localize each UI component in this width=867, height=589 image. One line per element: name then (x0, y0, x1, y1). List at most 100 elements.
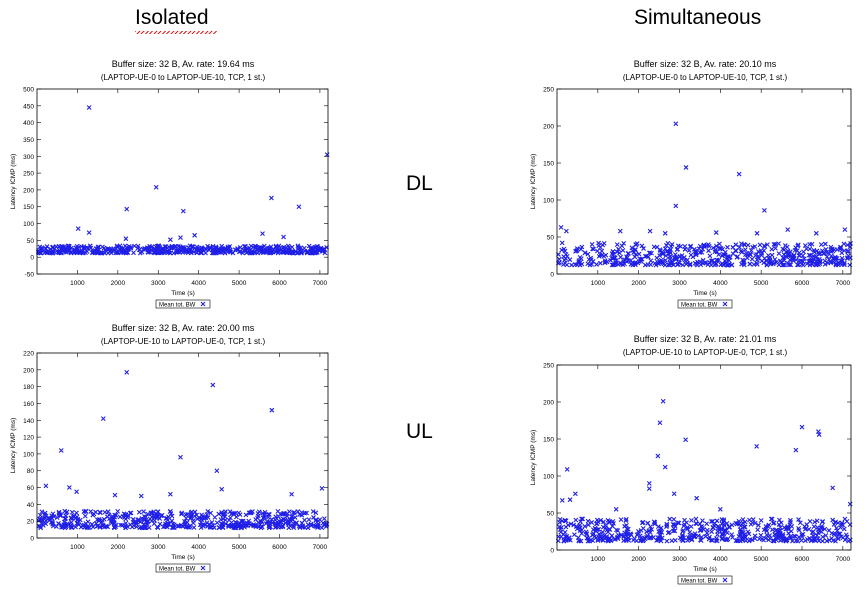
outlier-point (74, 489, 79, 495)
data-point (839, 255, 845, 261)
x-tick-label: 5000 (232, 544, 247, 551)
data-point (165, 521, 171, 527)
y-tick-label: 220 (23, 351, 34, 358)
data-point (794, 262, 800, 268)
data-point (616, 246, 621, 252)
data-point (639, 256, 645, 262)
data-point (179, 523, 185, 529)
data-point (571, 522, 577, 528)
data-point (582, 523, 588, 529)
data-point (573, 524, 579, 529)
data-point (88, 509, 94, 514)
data-point (667, 516, 673, 522)
x-axis-label: Time (s) (693, 566, 717, 573)
data-point (663, 253, 669, 259)
data-point (317, 517, 323, 523)
legend-marker (200, 301, 206, 307)
data-point (156, 244, 162, 249)
data-point (298, 245, 304, 251)
data-point (793, 257, 799, 263)
data-point (693, 249, 698, 255)
outlier-point (673, 203, 679, 209)
data-point (56, 243, 62, 249)
data-point (603, 252, 609, 258)
data-point (287, 250, 293, 256)
data-point (781, 247, 787, 253)
data-point (248, 510, 253, 516)
data-point (601, 533, 607, 538)
data-point (717, 241, 722, 247)
data-point (665, 530, 671, 536)
data-point (223, 517, 228, 523)
data-point (50, 244, 56, 250)
data-point (36, 523, 42, 529)
data-point (306, 243, 312, 249)
data-point (709, 529, 715, 535)
data-point (761, 260, 767, 266)
data-point (816, 526, 822, 532)
data-point (828, 244, 834, 250)
data-point (111, 521, 117, 526)
data-point (209, 520, 215, 525)
data-point (742, 524, 748, 530)
data-point (576, 538, 582, 543)
data-point (741, 524, 747, 530)
x-tick-label: 6000 (272, 280, 287, 287)
data-point (614, 242, 620, 248)
x-axis-label: Time (s) (171, 290, 195, 297)
data-point (636, 529, 641, 534)
data-point (121, 511, 127, 517)
data-point (146, 249, 152, 254)
data-point (657, 253, 663, 259)
data-point (238, 525, 244, 531)
data-point (698, 528, 704, 533)
x-axis-label: Time (s) (693, 290, 717, 297)
data-point (596, 240, 601, 246)
data-point (755, 255, 761, 261)
data-point (266, 525, 272, 531)
data-point (243, 243, 248, 249)
data-point (768, 260, 773, 265)
data-point (255, 515, 260, 521)
outlier-point (269, 195, 274, 201)
data-point (190, 520, 196, 526)
outlier-point (660, 398, 666, 404)
data-point (811, 247, 817, 253)
data-point (777, 517, 782, 523)
y-tick-label: 20 (27, 519, 35, 526)
outlier-point (123, 236, 129, 242)
data-point (261, 512, 267, 518)
data-point (612, 262, 618, 267)
data-point (236, 249, 242, 255)
data-point (838, 258, 844, 264)
data-point (249, 249, 255, 255)
data-point (143, 514, 149, 520)
data-point (310, 509, 316, 514)
data-point (590, 532, 595, 538)
outlier-point (66, 485, 72, 490)
x-axis-label: Time (s) (171, 554, 195, 561)
data-point (305, 522, 311, 528)
data-point (837, 531, 843, 537)
data-point (111, 524, 117, 530)
y-tick-label: 40 (27, 502, 35, 509)
y-axis-label: Latency ICMP (ms) (10, 418, 17, 474)
data-point (839, 520, 845, 526)
data-point (718, 526, 724, 532)
data-point (784, 536, 790, 541)
data-point (615, 528, 621, 533)
outlier-point (167, 491, 173, 497)
data-point (730, 535, 735, 540)
data-point (62, 244, 67, 250)
data-point (771, 538, 777, 544)
data-point (74, 510, 79, 516)
data-point (569, 262, 574, 268)
data-point (723, 536, 729, 542)
data-point (723, 260, 729, 266)
data-point (846, 253, 851, 259)
data-point (693, 516, 699, 522)
data-point (321, 516, 327, 522)
outlier-point (86, 105, 92, 110)
data-point (830, 517, 836, 523)
data-point (563, 256, 569, 261)
